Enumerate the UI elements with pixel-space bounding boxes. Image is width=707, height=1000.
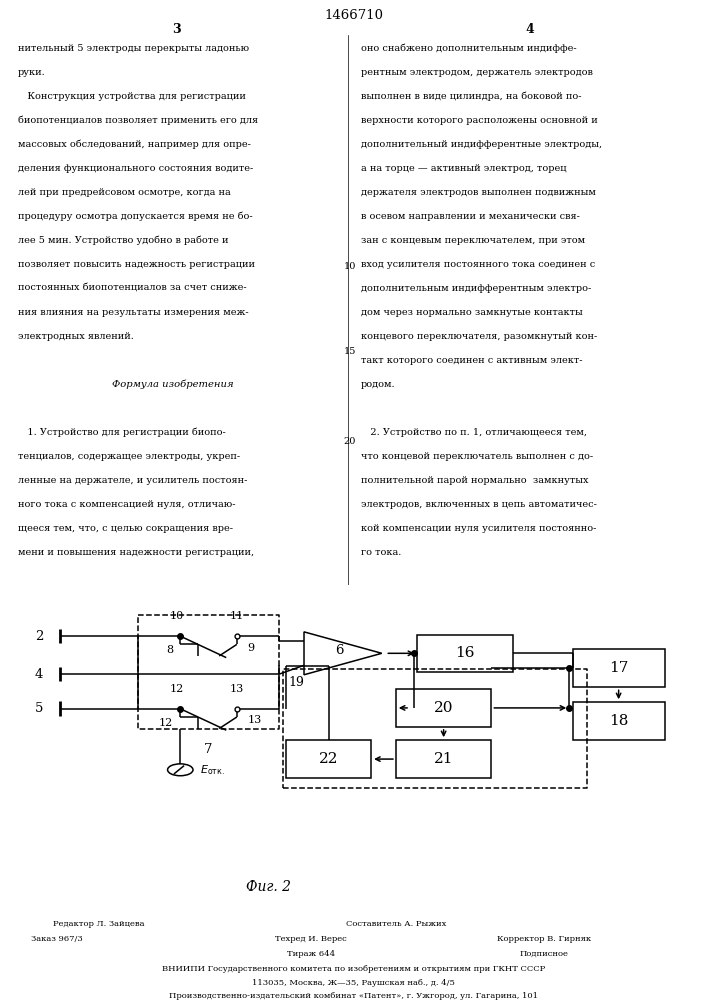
Text: позволяет повысить надежность регистрации: позволяет повысить надежность регистраци…	[18, 260, 255, 269]
Text: 10: 10	[170, 611, 184, 621]
Text: руки.: руки.	[18, 68, 45, 77]
Text: 2. Устройство по п. 1, отличающееся тем,: 2. Устройство по п. 1, отличающееся тем,	[361, 428, 587, 437]
Text: $E_{\rm отк.}$: $E_{\rm отк.}$	[200, 763, 225, 777]
Text: Подписное: Подписное	[520, 950, 569, 958]
Text: 17: 17	[609, 661, 629, 675]
Text: Редактор Л. Зайцева: Редактор Л. Зайцева	[53, 920, 145, 928]
Text: 1. Устройство для регистрации биопо-: 1. Устройство для регистрации биопо-	[18, 428, 226, 437]
Text: 15: 15	[344, 347, 356, 356]
Text: 12: 12	[159, 718, 173, 728]
Text: ного тока с компенсацией нуля, отличаю-: ного тока с компенсацией нуля, отличаю-	[18, 500, 235, 509]
Text: Заказ 967/3: Заказ 967/3	[30, 935, 83, 943]
Text: лей при предрейсовом осмотре, когда на: лей при предрейсовом осмотре, когда на	[18, 188, 230, 197]
Text: 13: 13	[247, 715, 262, 725]
Text: 6: 6	[335, 644, 344, 657]
Text: 4: 4	[526, 23, 534, 36]
Text: 19: 19	[288, 676, 304, 689]
Text: нительный 5 электроды перекрыты ладонью: нительный 5 электроды перекрыты ладонью	[18, 44, 249, 53]
Text: 3: 3	[173, 23, 181, 36]
Text: ния влияния на результаты измерения меж-: ния влияния на результаты измерения меж-	[18, 308, 248, 317]
Text: 12: 12	[170, 684, 184, 694]
Text: такт которого соединен с активным элект-: такт которого соединен с активным элект-	[361, 356, 582, 365]
Text: дополнительный индифферентные электроды,: дополнительный индифферентные электроды,	[361, 140, 602, 149]
Text: зан с концевым переключателем, при этом: зан с концевым переключателем, при этом	[361, 236, 585, 245]
Text: Техред И. Верес: Техред И. Верес	[275, 935, 347, 943]
Text: Формула изобретения: Формула изобретения	[112, 380, 234, 389]
Text: лее 5 мин. Устройство удобно в работе и: лее 5 мин. Устройство удобно в работе и	[18, 236, 228, 245]
Text: родом.: родом.	[361, 380, 395, 389]
Text: дополнительным индифферентным электро-: дополнительным индифферентным электро-	[361, 284, 591, 293]
Text: электродов, включенных в цепь автоматичес-: электродов, включенных в цепь автоматиче…	[361, 500, 597, 509]
Bar	[573, 649, 665, 687]
Text: Производственно-издательский комбинат «Патент», г. Ужгород, ул. Гагарина, 101: Производственно-издательский комбинат «П…	[169, 992, 538, 1000]
Text: 1466710: 1466710	[324, 9, 383, 22]
Text: полнительной парой нормально  замкнутых: полнительной парой нормально замкнутых	[361, 476, 588, 485]
Text: ленные на держателе, и усилитель постоян-: ленные на держателе, и усилитель постоян…	[18, 476, 247, 485]
Text: держателя электродов выполнен подвижным: держателя электродов выполнен подвижным	[361, 188, 595, 197]
Text: дом через нормально замкнутые контакты: дом через нормально замкнутые контакты	[361, 308, 583, 317]
Text: 113035, Москва, Ж—35, Раушская наб., д. 4/5: 113035, Москва, Ж—35, Раушская наб., д. …	[252, 979, 455, 987]
Text: 5: 5	[35, 702, 43, 715]
Bar	[286, 740, 371, 778]
Text: 20: 20	[344, 437, 356, 446]
Text: Тираж 644: Тираж 644	[287, 950, 335, 958]
Text: 7: 7	[204, 743, 213, 756]
Text: Конструкция устройства для регистрации: Конструкция устройства для регистрации	[18, 92, 245, 101]
Text: тенциалов, содержащее электроды, укреп-: тенциалов, содержащее электроды, укреп-	[18, 452, 240, 461]
Text: 21: 21	[434, 752, 453, 766]
Text: 10: 10	[344, 262, 356, 271]
Text: концевого переключателя, разомкнутый кон-: концевого переключателя, разомкнутый кон…	[361, 332, 597, 341]
Text: оно снабжено дополнительным индиффе-: оно снабжено дополнительным индиффе-	[361, 44, 576, 53]
Text: 18: 18	[609, 714, 629, 728]
Text: выполнен в виде цилиндра, на боковой по-: выполнен в виде цилиндра, на боковой по-	[361, 92, 581, 101]
Text: постоянных биопотенциалов за счет сниже-: постоянных биопотенциалов за счет сниже-	[18, 284, 246, 293]
Text: го тока.: го тока.	[361, 548, 401, 557]
Text: кой компенсации нуля усилителя постоянно-: кой компенсации нуля усилителя постоянно…	[361, 524, 596, 533]
Text: Фиг. 2: Фиг. 2	[246, 880, 291, 894]
Text: 13: 13	[230, 684, 244, 694]
Text: мени и повышения надежности регистрации,: мени и повышения надежности регистрации,	[18, 548, 254, 557]
Text: 9: 9	[247, 643, 255, 653]
Text: процедуру осмотра допускается время не бо-: процедуру осмотра допускается время не б…	[18, 212, 252, 221]
Text: вход усилителя постоянного тока соединен с: вход усилителя постоянного тока соединен…	[361, 260, 595, 269]
Text: деления функционального состояния водите-: деления функционального состояния водите…	[18, 164, 253, 173]
Text: верхности которого расположены основной и: верхности которого расположены основной …	[361, 116, 597, 125]
Text: Составитель А. Рыжих: Составитель А. Рыжих	[346, 920, 446, 928]
Bar	[396, 740, 491, 778]
Text: 11: 11	[230, 611, 244, 621]
Text: 2: 2	[35, 630, 43, 643]
Text: 16: 16	[455, 646, 474, 660]
Text: биопотенциалов позволяет применить его для: биопотенциалов позволяет применить его д…	[18, 116, 258, 125]
Text: рентным электродом, держатель электродов: рентным электродом, держатель электродов	[361, 68, 592, 77]
Bar	[573, 702, 665, 740]
Text: 20: 20	[434, 701, 453, 715]
Bar	[396, 689, 491, 727]
Text: а на торце — активный электрод, торец: а на торце — активный электрод, торец	[361, 164, 566, 173]
Text: щееся тем, что, с целью сокращения вре-: щееся тем, что, с целью сокращения вре-	[18, 524, 233, 533]
Text: Корректор В. Гирняк: Корректор В. Гирняк	[497, 935, 592, 943]
Text: электродных явлений.: электродных явлений.	[18, 332, 134, 341]
Text: массовых обследований, например для опре-: массовых обследований, например для опре…	[18, 140, 250, 149]
Text: ВНИИПИ Государственного комитета по изобретениям и открытиям при ГКНТ СССР: ВНИИПИ Государственного комитета по изоб…	[162, 965, 545, 973]
Bar	[417, 635, 513, 672]
Text: 4: 4	[35, 668, 43, 681]
Text: в осевом направлении и механически свя-: в осевом направлении и механически свя-	[361, 212, 580, 221]
Text: 8: 8	[166, 645, 173, 655]
Text: что концевой переключатель выполнен с до-: что концевой переключатель выполнен с до…	[361, 452, 592, 461]
Text: 22: 22	[319, 752, 339, 766]
